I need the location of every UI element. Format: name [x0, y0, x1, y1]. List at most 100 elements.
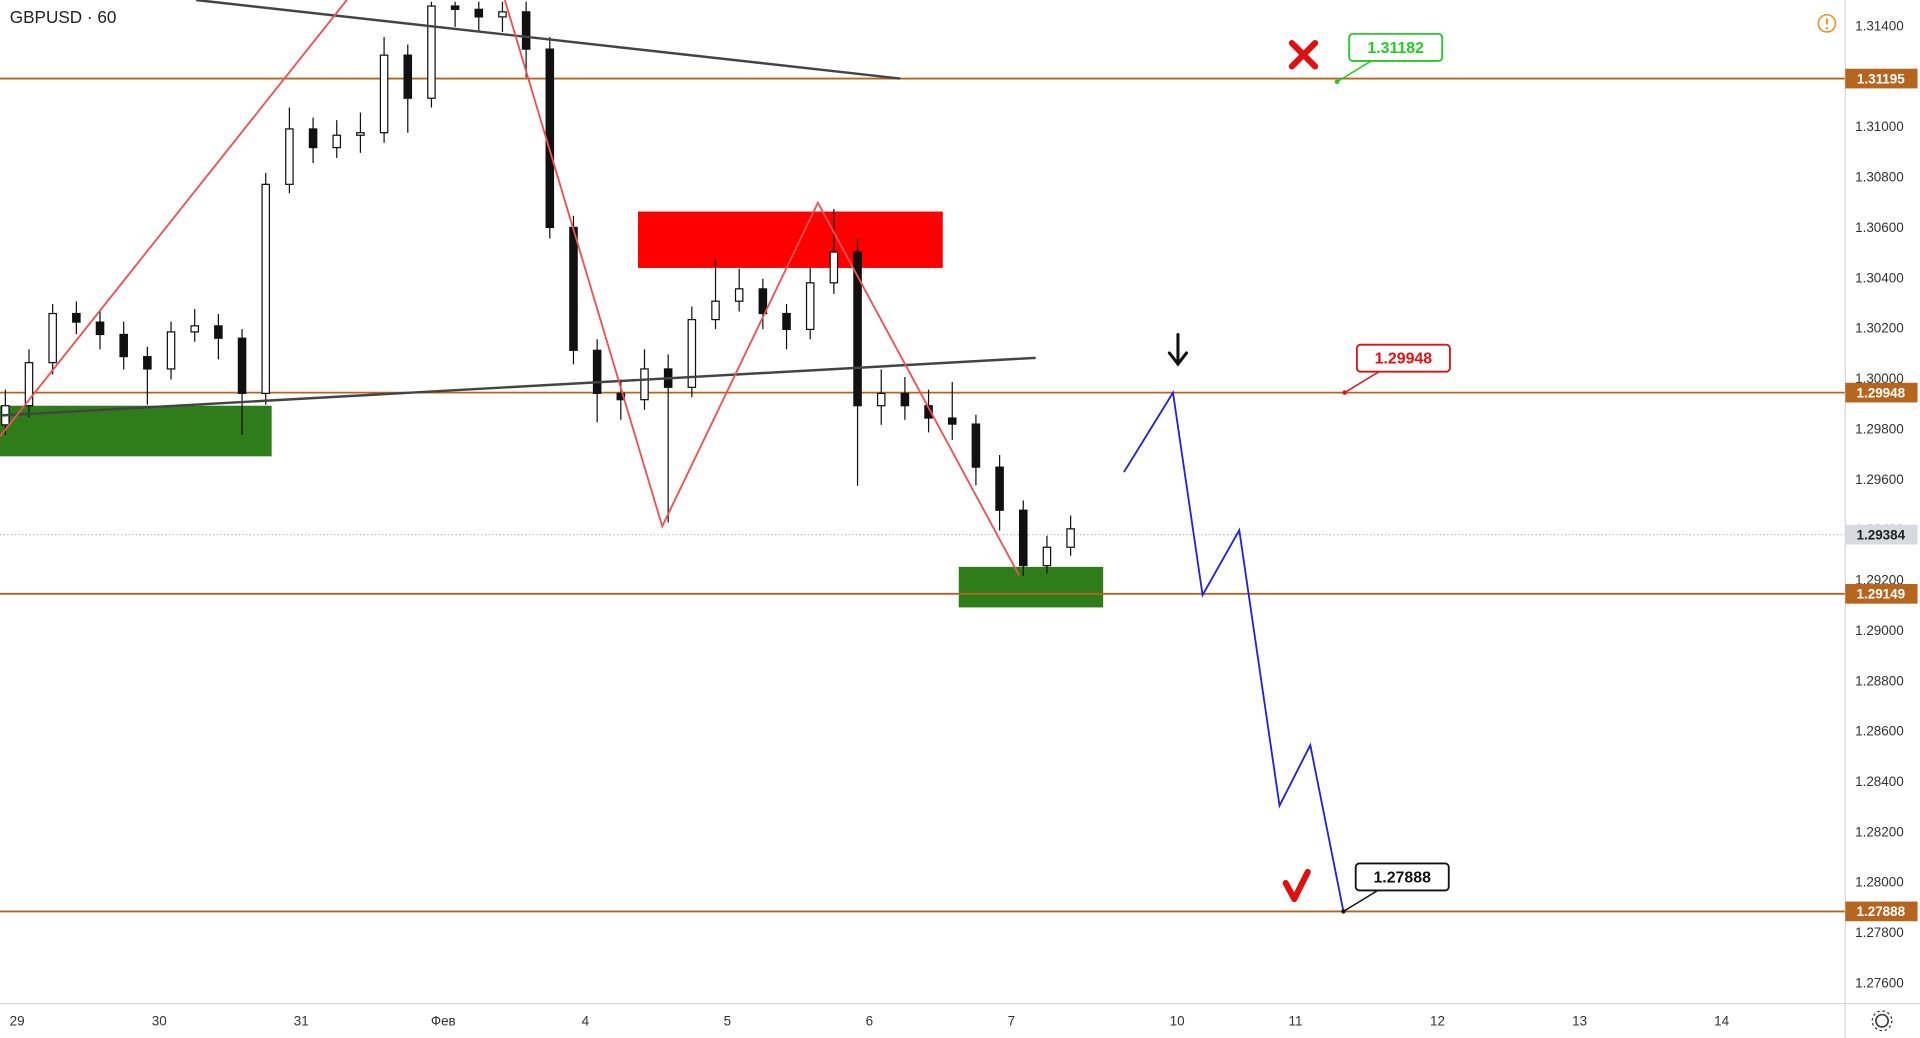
price-label: 1.29384 [1856, 527, 1905, 542]
callout-anchor [1342, 390, 1347, 395]
candle-body [711, 300, 720, 321]
candle-body [876, 392, 886, 407]
callout-label: 1.31182 [1367, 40, 1424, 57]
y-tick-label: 1.30600 [1855, 220, 1904, 235]
y-tick-label: 1.30400 [1855, 270, 1904, 285]
candle-body [782, 312, 791, 331]
candle-body [1018, 509, 1028, 567]
candle-body [379, 54, 389, 134]
candle-body [24, 362, 34, 407]
price-label-bg [1845, 901, 1918, 922]
candle-body [521, 11, 531, 50]
trend-line [0, 356, 1036, 417]
alert-icon[interactable] [1817, 13, 1837, 33]
y-tick-label: 1.31400 [1855, 18, 1904, 33]
candle-body [545, 48, 555, 229]
down-arrow [1167, 332, 1189, 367]
candle-body [971, 423, 981, 468]
x-tick-label: 10 [1170, 1014, 1185, 1029]
callout-box [1354, 862, 1450, 892]
price-label: 1.29149 [1856, 587, 1905, 602]
callout-pointer [1343, 889, 1379, 913]
cross-marker [1288, 39, 1319, 70]
y-tick-label: 1.27800 [1855, 925, 1904, 940]
symbol-header: GBPUSD · 60 [10, 7, 117, 27]
candle-body [190, 325, 199, 333]
y-tick-label: 1.28800 [1855, 673, 1904, 688]
x-tick-label: 5 [724, 1014, 731, 1029]
candle-body [900, 392, 910, 407]
candle-body [332, 134, 342, 149]
trend-line [195, 0, 901, 80]
callout-box [1355, 343, 1451, 373]
x-tick-label: 13 [1572, 1014, 1587, 1029]
x-tick-label: 4 [582, 1014, 590, 1029]
candle-body [758, 288, 768, 315]
candle-body [72, 312, 81, 323]
x-tick-label: Фев [431, 1014, 456, 1029]
y-tick-label: 1.27600 [1855, 975, 1904, 990]
candle-body [237, 337, 247, 394]
y-tick-label: 1.29800 [1855, 421, 1904, 436]
callout-box [1348, 32, 1444, 62]
y-tick-label: 1.30800 [1855, 170, 1904, 185]
y-tick-label: 1.30000 [1855, 371, 1904, 386]
x-tick-label: 11 [1289, 1014, 1303, 1029]
candle-body [498, 11, 507, 18]
candle-body [474, 8, 484, 18]
candle-body [356, 132, 365, 136]
candle-body [592, 349, 602, 394]
trend-line [1123, 389, 1345, 912]
candle-body [805, 282, 815, 331]
candle-body [995, 466, 1004, 511]
candle-body [48, 312, 57, 364]
y-tick-label: 1.28000 [1855, 875, 1904, 890]
candle-body [829, 251, 839, 284]
candle-body [687, 318, 697, 388]
y-tick-label: 1.29200 [1855, 573, 1904, 588]
zone [958, 566, 1104, 608]
y-tick-label: 1.31000 [1855, 119, 1904, 134]
x-tick-label: 30 [152, 1014, 167, 1029]
y-tick-label: 1.29600 [1855, 472, 1904, 487]
trend-line [0, 0, 348, 438]
x-tick-label: 29 [10, 1014, 25, 1029]
candle-body [450, 5, 460, 10]
x-tick-label: 31 [294, 1014, 309, 1029]
callout-anchor [1334, 79, 1340, 85]
price-label-bg [1845, 382, 1918, 403]
price-label-bg [1845, 583, 1918, 604]
candle-body [734, 288, 744, 302]
callout-anchor [1341, 909, 1346, 914]
x-tick-label: 12 [1430, 1014, 1445, 1029]
price-label: 1.31195 [1857, 71, 1905, 86]
candle-body [640, 368, 649, 401]
price-label: 1.29948 [1856, 385, 1905, 400]
callout-pointer [1344, 371, 1380, 394]
candle-body [285, 128, 294, 185]
x-tick-label: 14 [1714, 1014, 1729, 1029]
y-tick-label: 1.28600 [1855, 724, 1904, 739]
candle-body [1042, 546, 1052, 567]
price-label: 1.27888 [1856, 904, 1905, 919]
candle-body [166, 331, 176, 370]
plot-area [0, 0, 1846, 913]
settings-icon[interactable] [1871, 1010, 1893, 1032]
y-tick-label: 1.30200 [1855, 321, 1904, 336]
y-tick-label: 1.28400 [1855, 774, 1904, 789]
candle-body [853, 251, 862, 407]
candle-body [616, 392, 626, 401]
candle-body [1066, 528, 1075, 548]
callout-label: 1.29948 [1375, 351, 1433, 368]
trend-line [503, 0, 1020, 576]
price-label-bg [1845, 68, 1918, 89]
y-tick-label: 1.29000 [1855, 623, 1904, 638]
candle-body [143, 355, 152, 370]
callout-pointer [1336, 60, 1372, 83]
price-label-bg [1845, 524, 1918, 545]
candle-body [947, 417, 957, 425]
header-bg [0, 4, 133, 30]
